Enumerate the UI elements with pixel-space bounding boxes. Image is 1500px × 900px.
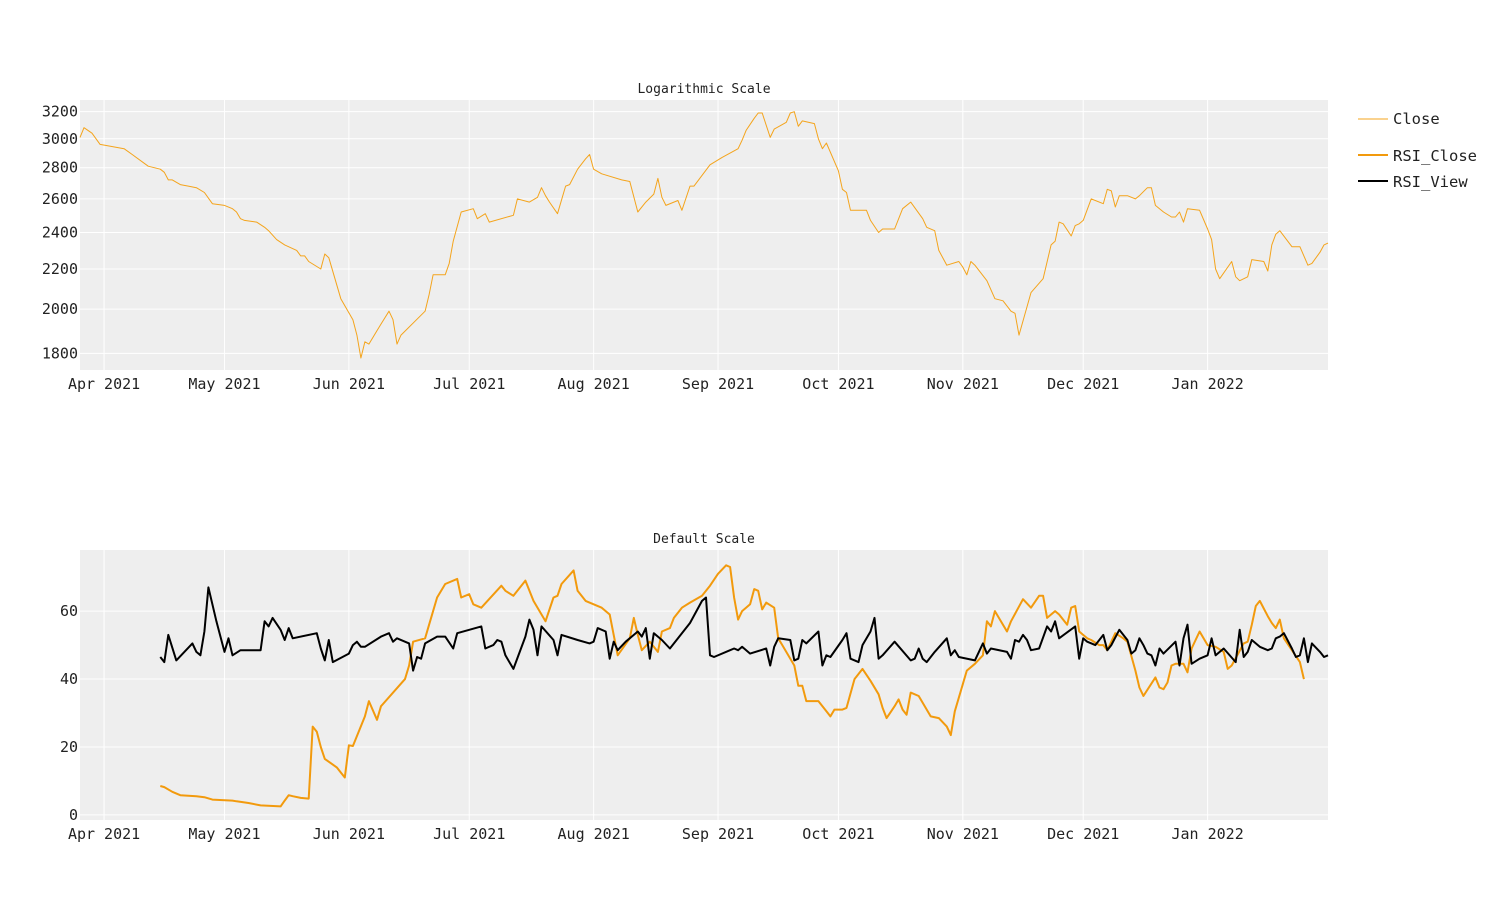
default-scale-x-tick-labels: Apr 2021 May 2021 Jun 2021 Jul 2021 Aug 2021… <box>68 825 1244 843</box>
x-tick-label-jun-2021: Jun 2021 <box>313 825 385 843</box>
series-line-rsi-view <box>159 586 1329 672</box>
y-tick-label-2000: 2000 <box>42 300 78 318</box>
y-tick-label-2800: 2800 <box>42 159 78 177</box>
x-tick-label-sep-2021: Sep 2021 <box>682 375 754 393</box>
x-tick-label-apr-2021: Apr 2021 <box>68 825 140 843</box>
default-scale-y-tick-labels: 0 20 40 60 <box>60 602 78 824</box>
default-scale-title: Default Scale <box>653 532 755 547</box>
x-tick-label-jan-2022: Jan 2022 <box>1171 375 1243 393</box>
legend-item-close[interactable]: Close <box>1358 110 1440 128</box>
y-tick-label-3000: 3000 <box>42 130 78 148</box>
x-tick-label-aug-2021: Aug 2021 <box>558 375 630 393</box>
y-tick-label-2200: 2200 <box>42 260 78 278</box>
y-tick-label-1800: 1800 <box>42 344 78 362</box>
legend-label-rsi-view: RSI_View <box>1393 173 1468 191</box>
x-tick-label-dec-2021: Dec 2021 <box>1047 375 1119 393</box>
x-tick-label-aug-2021: Aug 2021 <box>558 825 630 843</box>
y-tick-label-20: 20 <box>60 738 78 756</box>
x-tick-label-may-2021: May 2021 <box>188 375 260 393</box>
y-tick-label-2400: 2400 <box>42 223 78 241</box>
log-scale-subplot: 1800 2000 2200 2400 2600 2800 3000 3200 Apr 202… <box>42 82 1329 393</box>
log-scale-gridlines <box>80 100 1328 370</box>
y-tick-label-2600: 2600 <box>42 190 78 208</box>
x-tick-label-jan-2022: Jan 2022 <box>1171 825 1243 843</box>
x-tick-label-jul-2021: Jul 2021 <box>433 375 505 393</box>
legend-item-rsi-close[interactable]: RSI_Close <box>1358 147 1477 165</box>
default-scale-gridlines <box>80 550 1328 820</box>
x-tick-label-dec-2021: Dec 2021 <box>1047 825 1119 843</box>
log-scale-x-tick-labels: Apr 2021 May 2021 Jun 2021 Jul 2021 Aug 2021… <box>68 375 1244 393</box>
x-tick-label-nov-2021: Nov 2021 <box>927 375 999 393</box>
x-tick-label-oct-2021: Oct 2021 <box>802 375 874 393</box>
legend-label-rsi-close: RSI_Close <box>1393 147 1477 165</box>
log-scale-plot-area <box>80 100 1328 370</box>
log-scale-title: Logarithmic Scale <box>637 82 770 97</box>
y-tick-label-3200: 3200 <box>42 103 78 121</box>
legend-item-rsi-view[interactable]: RSI_View <box>1358 173 1468 191</box>
y-tick-label-40: 40 <box>60 670 78 688</box>
default-scale-subplot: 0 20 40 60 Apr 2021 May 2021 Jun 2021 Jul 2021… <box>60 532 1329 843</box>
y-tick-label-60: 60 <box>60 602 78 620</box>
x-tick-label-sep-2021: Sep 2021 <box>682 825 754 843</box>
x-tick-label-jun-2021: Jun 2021 <box>313 375 385 393</box>
log-scale-series <box>79 111 1329 359</box>
legend-label-close: Close <box>1393 110 1440 128</box>
x-tick-label-jul-2021: Jul 2021 <box>433 825 505 843</box>
legend: Close RSI_Close RSI_View <box>1358 110 1477 191</box>
x-tick-label-apr-2021: Apr 2021 <box>68 375 140 393</box>
x-tick-label-nov-2021: Nov 2021 <box>927 825 999 843</box>
series-line-rsi-close <box>160 564 1305 808</box>
x-tick-label-oct-2021: Oct 2021 <box>802 825 874 843</box>
default-scale-series <box>159 564 1329 808</box>
x-tick-label-may-2021: May 2021 <box>188 825 260 843</box>
log-scale-y-tick-labels: 1800 2000 2200 2400 2600 2800 3000 3200 <box>42 103 78 363</box>
y-tick-label-0: 0 <box>69 806 78 824</box>
series-line-close <box>79 111 1329 359</box>
default-scale-plot-area <box>80 550 1328 820</box>
